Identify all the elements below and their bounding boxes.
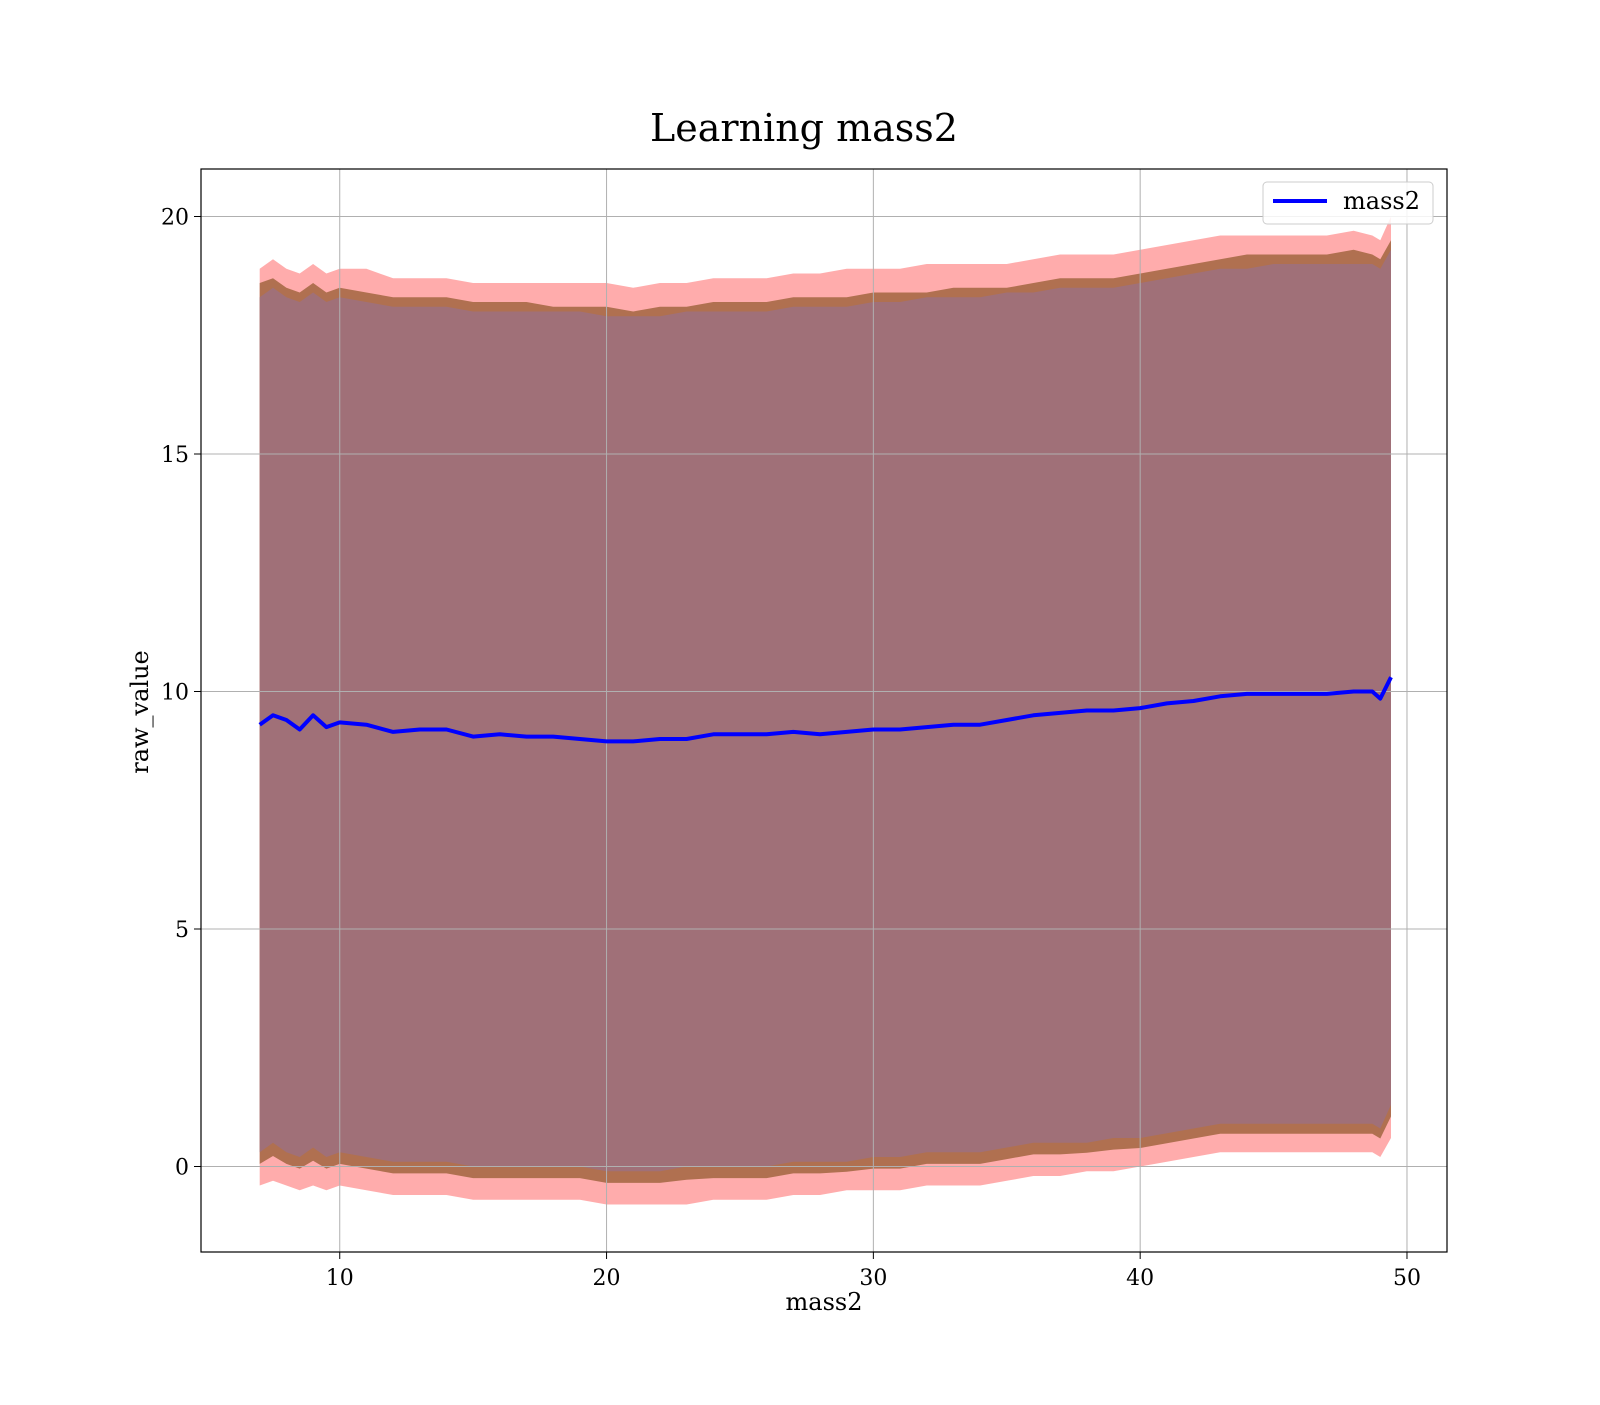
plot-area: 10 20 30 40 50 0 5 10 15 20 mass2 (161, 168, 1448, 1291)
chart-title: Learning mass2 (650, 106, 958, 150)
axes-frame (200, 168, 1448, 1253)
y-tick-label: 5 (175, 918, 189, 943)
x-tick-label: 30 (859, 1266, 887, 1291)
y-tick-label: 10 (161, 681, 189, 706)
legend: mass2 (1262, 181, 1434, 225)
band-inner (259, 249, 1392, 1172)
y-axis-label: raw_value (126, 650, 154, 774)
x-tick-label: 20 (593, 1266, 621, 1291)
x-axis-label: mass2 (786, 1288, 863, 1316)
x-tick-label: 10 (326, 1266, 354, 1291)
x-tick-label: 40 (1126, 1266, 1154, 1291)
series-line-mass2 (258, 676, 1393, 744)
y-tick-label: 15 (161, 443, 189, 468)
y-tick-label: 0 (175, 1156, 189, 1181)
y-tick-label: 20 (161, 206, 189, 231)
legend-box (1262, 181, 1434, 225)
legend-label-mass2: mass2 (1343, 187, 1420, 215)
x-tick-label: 50 (1393, 1266, 1421, 1291)
